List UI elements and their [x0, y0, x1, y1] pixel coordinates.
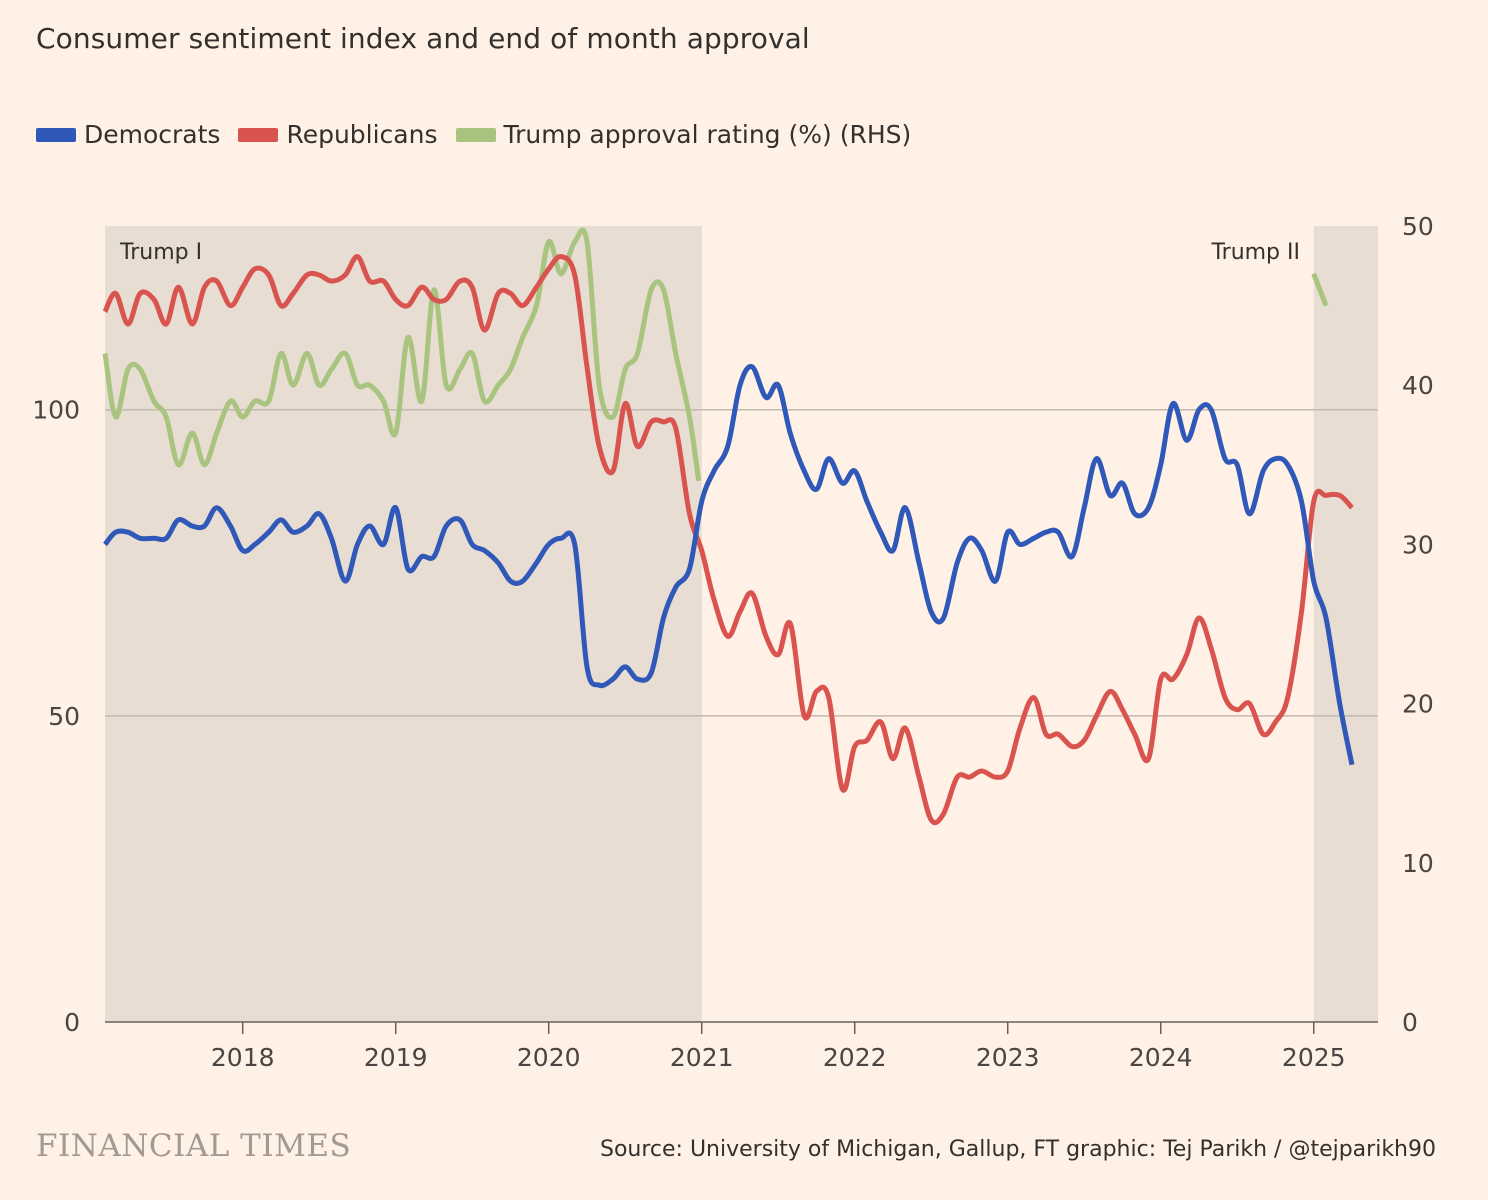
band-label-trump-2: Trump II: [1210, 240, 1300, 265]
ft-brand-logo: FINANCIAL TIMES: [36, 1128, 352, 1164]
presidency-band-1: [1313, 226, 1378, 1022]
y-left-tick-label: 100: [32, 396, 80, 425]
y-right-tick-label: 0: [1402, 1008, 1418, 1037]
x-tick-label: 2023: [976, 1043, 1040, 1072]
y-right-tick-label: 50: [1402, 212, 1434, 241]
legend-item-trump-approval: Trump approval rating (%) (RHS): [455, 120, 912, 149]
x-tick-label: 2022: [823, 1043, 887, 1072]
y-right-tick-label: 40: [1402, 371, 1434, 400]
band-label-trump-1: Trump I: [119, 240, 202, 265]
chart-title: Consumer sentiment index and end of mont…: [36, 22, 810, 55]
x-tick-label: 2018: [211, 1043, 275, 1072]
series-line-1: [102, 254, 1354, 826]
y-right-tick-label: 20: [1402, 690, 1434, 719]
legend: Democrats Republicans Trump approval rat…: [36, 120, 929, 149]
line-chart: Trump I Trump II 0 50 100 0 10 20 30 40 50 2018 2019…: [32, 212, 1434, 1072]
y-right-tick-label: 10: [1402, 849, 1434, 878]
legend-item-republicans: Republicans: [238, 120, 438, 149]
x-tick-label: 2021: [670, 1043, 734, 1072]
series-line-3: [1311, 272, 1329, 307]
x-tick-label: 2025: [1282, 1043, 1346, 1072]
series-line-2: [102, 227, 702, 482]
x-tick-label: 2019: [364, 1043, 428, 1072]
presidency-band-0: [105, 226, 702, 1022]
legend-swatch-trump-approval: [455, 127, 496, 142]
y-right-tick-label: 30: [1402, 530, 1434, 559]
x-tick-label: 2020: [517, 1043, 581, 1072]
legend-swatch-democrats: [36, 127, 76, 142]
source-note: Source: University of Michigan, Gallup, …: [599, 1137, 1436, 1162]
legend-label-republicans: Republicans: [286, 120, 438, 149]
series-line-0: [103, 364, 1355, 766]
x-tick-label: 2024: [1129, 1043, 1193, 1072]
legend-label-democrats: Democrats: [84, 120, 221, 149]
y-left-tick-label: 0: [64, 1008, 80, 1037]
legend-label-trump-approval: Trump approval rating (%) (RHS): [503, 120, 912, 149]
y-left-tick-label: 50: [48, 702, 80, 731]
legend-item-democrats: Democrats: [36, 120, 220, 149]
legend-swatch-republicans: [238, 127, 279, 142]
